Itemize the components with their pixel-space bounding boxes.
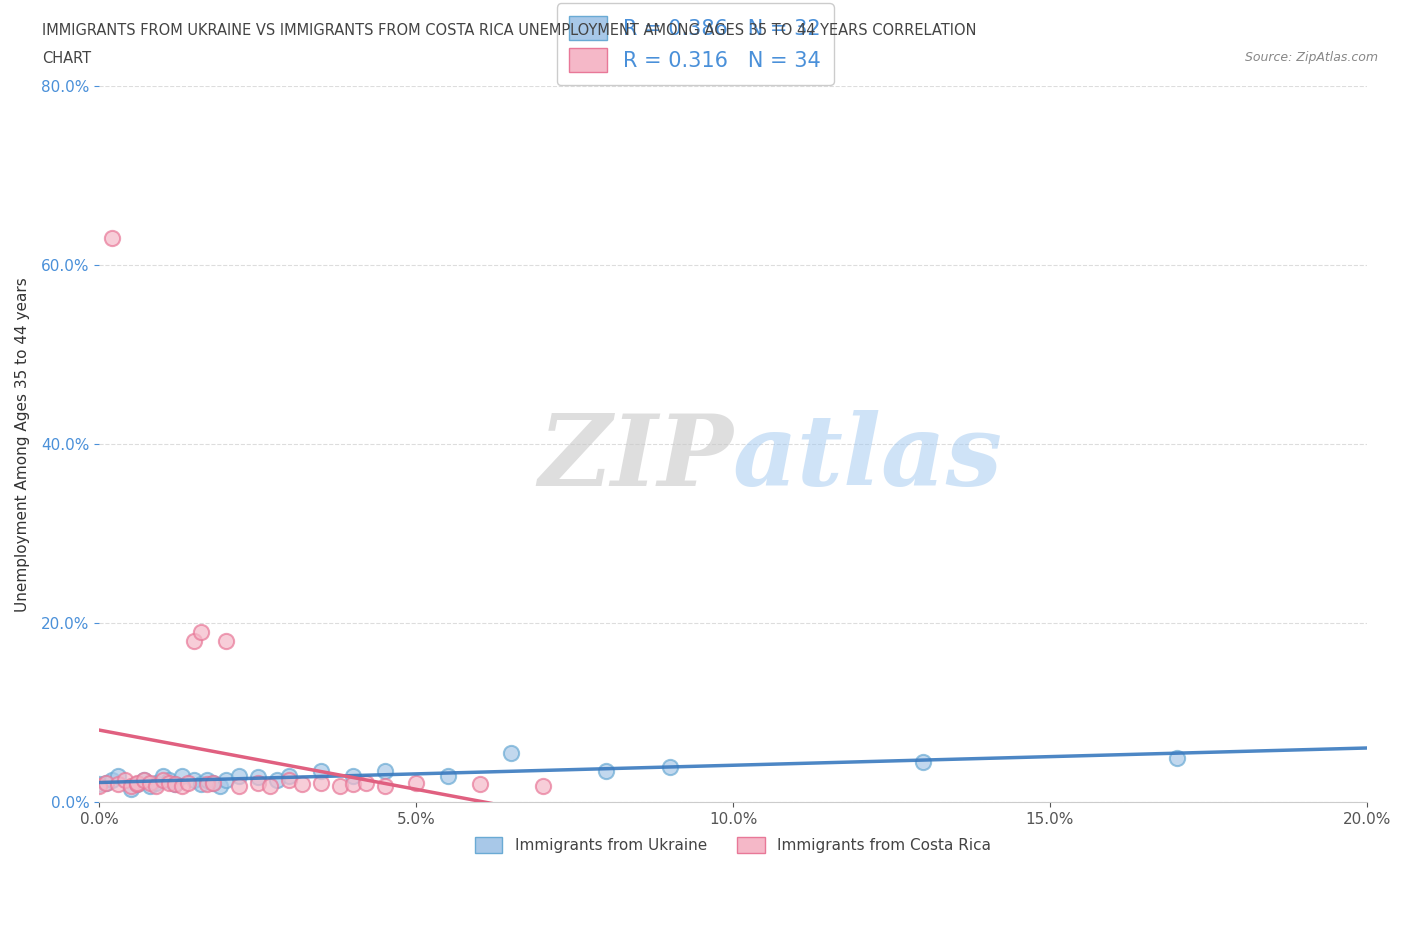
Point xyxy=(132,773,155,788)
Point xyxy=(228,768,250,783)
Y-axis label: Unemployment Among Ages 35 to 44 years: Unemployment Among Ages 35 to 44 years xyxy=(15,277,30,612)
Legend: Immigrants from Ukraine, Immigrants from Costa Rica: Immigrants from Ukraine, Immigrants from… xyxy=(468,831,997,859)
Point xyxy=(278,768,301,783)
Point xyxy=(342,768,364,783)
Point xyxy=(202,776,225,790)
Point xyxy=(373,778,395,793)
Point xyxy=(208,778,231,793)
Point xyxy=(259,778,281,793)
Point xyxy=(202,776,225,790)
Point xyxy=(266,773,288,788)
Point xyxy=(107,777,129,792)
Point xyxy=(309,776,332,790)
Point xyxy=(152,768,174,783)
Point xyxy=(170,778,193,793)
Point xyxy=(309,764,332,778)
Point xyxy=(157,776,180,790)
Point xyxy=(246,776,269,790)
Point xyxy=(291,777,314,792)
Point xyxy=(195,773,218,788)
Point xyxy=(501,746,523,761)
Point xyxy=(114,773,136,788)
Point xyxy=(101,773,124,788)
Point xyxy=(183,773,205,788)
Point xyxy=(215,773,238,788)
Point xyxy=(132,773,155,788)
Point xyxy=(468,777,491,792)
Point xyxy=(165,777,187,792)
Text: IMMIGRANTS FROM UKRAINE VS IMMIGRANTS FROM COSTA RICA UNEMPLOYMENT AMONG AGES 35: IMMIGRANTS FROM UKRAINE VS IMMIGRANTS FR… xyxy=(42,23,977,38)
Point xyxy=(165,777,187,792)
Point xyxy=(531,778,554,793)
Point xyxy=(107,768,129,783)
Point xyxy=(139,778,162,793)
Point xyxy=(120,778,142,793)
Point xyxy=(177,776,200,790)
Point xyxy=(170,768,193,783)
Point xyxy=(152,773,174,788)
Point xyxy=(157,773,180,788)
Point xyxy=(145,776,167,790)
Point xyxy=(228,778,250,793)
Point xyxy=(127,777,149,792)
Point xyxy=(127,777,149,792)
Point xyxy=(94,776,117,790)
Point xyxy=(342,777,364,792)
Point xyxy=(329,778,352,793)
Point xyxy=(89,778,111,793)
Point xyxy=(145,778,167,793)
Point xyxy=(183,633,205,648)
Point xyxy=(246,770,269,785)
Point xyxy=(139,776,162,790)
Point xyxy=(127,776,149,790)
Point xyxy=(190,777,212,792)
Point xyxy=(101,231,124,246)
Point xyxy=(120,781,142,796)
Point xyxy=(94,776,117,790)
Point xyxy=(437,768,460,783)
Text: ZIP: ZIP xyxy=(538,410,733,507)
Point xyxy=(190,625,212,640)
Text: Source: ZipAtlas.com: Source: ZipAtlas.com xyxy=(1244,51,1378,64)
Point xyxy=(278,773,301,788)
Point xyxy=(354,776,377,790)
Point xyxy=(373,764,395,778)
Point xyxy=(1166,751,1188,765)
Text: CHART: CHART xyxy=(42,51,91,66)
Point xyxy=(89,777,111,792)
Point xyxy=(912,754,935,769)
Point xyxy=(215,633,238,648)
Text: atlas: atlas xyxy=(733,410,1002,507)
Point xyxy=(658,759,681,774)
Point xyxy=(405,776,427,790)
Point xyxy=(195,777,218,792)
Point xyxy=(595,764,617,778)
